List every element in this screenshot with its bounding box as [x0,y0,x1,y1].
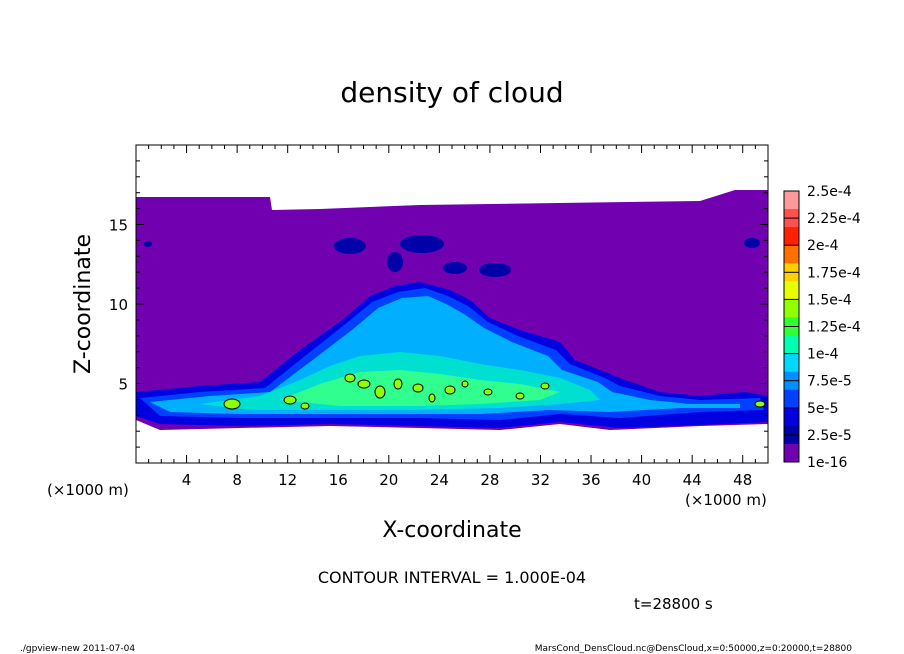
x-tick-label: 24 [430,471,449,489]
colorbar-label: 2.5e-4 [807,184,852,200]
plot-area [136,190,768,430]
y-tick-label: 15 [109,217,128,235]
colorbar-swatch [784,245,799,264]
x-tick-label: 28 [480,471,499,489]
time-label: t=28800 s [634,595,713,613]
x-tick-label: 16 [329,471,348,489]
contour-lines [223,373,766,410]
colorbar-swatch [784,227,799,246]
contour-interval: CONTOUR INTERVAL = 1.000E-04 [318,568,586,587]
x-unit-right: (×1000 m) [685,491,767,509]
colorbar-label: 1e-4 [807,347,839,363]
y-axis-ticks: 5 10 15 [109,160,768,448]
colorbar-label: 2e-4 [807,238,839,254]
footer-left: ./gpview-new 2011-07-04 [20,644,135,654]
colorbar-label: 7.5e-5 [807,374,852,390]
x-axis-label: X-coordinate [382,518,521,543]
colorbar: 2.5e-4 2.25e-4 2e-4 1.75e-4 1.5e-4 1.25e-4 1e-… [783,184,861,471]
colorbar-swatch [784,389,799,409]
x-tick-label: 36 [581,471,600,489]
colorbar-label: 1e-16 [807,455,847,471]
chart-title: density of cloud [340,76,563,109]
x-tick-label: 48 [733,471,752,489]
colorbar-label: 5e-5 [807,401,838,417]
colorbar-label: 1.75e-4 [807,265,861,281]
colorbar-label: 1.5e-4 [807,292,852,308]
colorbar-label: 2.25e-4 [807,211,861,227]
colorbar-swatch [784,299,799,318]
colorbar-swatch [784,281,799,300]
x-tick-label: 44 [683,471,702,489]
colorbar-swatch [784,335,799,355]
x-unit-left: (×1000 m) [47,481,129,499]
x-tick-label: 40 [632,471,651,489]
x-axis-ticks: 4 8 12 16 20 24 28 32 36 40 44 48 [148,145,756,489]
colorbar-label: 2.5e-5 [807,428,852,444]
y-axis-label: Z-coordinate [71,234,96,374]
x-tick-label: 12 [278,471,297,489]
x-tick-label: 8 [232,471,242,489]
footer-right: MarsCond_DensCloud.nc@DensCloud,x=0:5000… [535,644,852,654]
upper-dark-patches [144,235,760,277]
y-tick-label: 5 [118,376,128,394]
colorbar-swatch [784,407,799,427]
x-tick-label: 32 [531,471,550,489]
y-tick-label: 10 [109,296,128,314]
colorbar-label: 1.25e-4 [807,320,861,336]
colorbar-swatch [784,353,799,373]
x-tick-label: 4 [182,471,192,489]
colorbar-swatch [784,191,799,210]
colorbar-swatch [784,443,799,463]
x-tick-label: 20 [379,471,398,489]
